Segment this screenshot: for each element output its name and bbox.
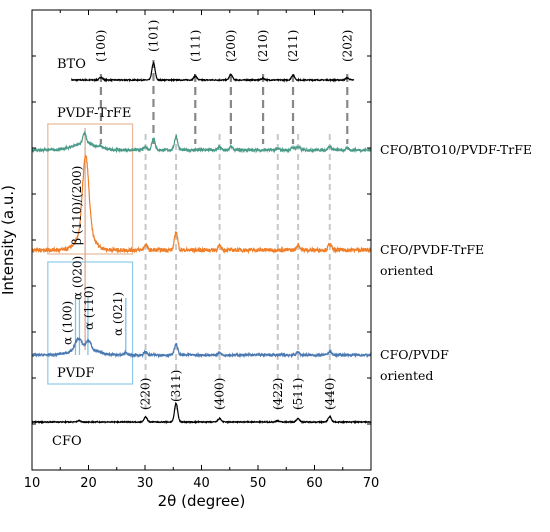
series-line-cfo_bto_pvdf bbox=[31, 130, 372, 154]
series-layer: CFO/BTO10/PVDF-TrFE CFO/PVDF-TrFE oriented… bbox=[31, 60, 532, 425]
series-label-line2: oriented bbox=[380, 263, 433, 278]
bto-reflection-label: (200) bbox=[224, 30, 238, 62]
pvdf-box-label: PVDF bbox=[57, 366, 95, 381]
alpha-reflection-label: α (100) bbox=[61, 301, 75, 345]
bto-reflection-label: (202) bbox=[340, 30, 354, 62]
series-label: CFO/PVDF-TrFE bbox=[380, 242, 484, 257]
alpha-reflection-label: α (020) bbox=[70, 256, 84, 300]
series-line-cfo_pvdf_trfe bbox=[31, 154, 372, 255]
cfo-reflection-label: (400) bbox=[213, 378, 227, 410]
x-tick-label: 20 bbox=[80, 476, 97, 491]
series-label: CFO/PVDF bbox=[380, 347, 449, 362]
cfo-reflection-label: (440) bbox=[323, 378, 337, 410]
series-line-bto bbox=[70, 60, 355, 83]
series-label-cfo: CFO bbox=[52, 434, 82, 449]
series-label-bto: BTO bbox=[57, 57, 86, 72]
y-axis-label: Intensity (a.u.) bbox=[0, 185, 17, 295]
cfo-reflection-label: (511) bbox=[291, 378, 305, 410]
series-line-cfo bbox=[31, 401, 372, 425]
x-tick-label: 70 bbox=[363, 476, 380, 491]
cfo-reflection-label: (422) bbox=[271, 378, 285, 410]
bto-reflection-label: (101) bbox=[146, 20, 160, 52]
x-tick-label: 30 bbox=[137, 476, 154, 491]
bto-reflection-label: (211) bbox=[286, 30, 300, 62]
x-axis-label: 2θ (degree) bbox=[158, 492, 246, 510]
x-tick-label: 50 bbox=[250, 476, 267, 491]
alpha-reflection-label: α (021) bbox=[111, 292, 125, 336]
beta-annotation-label: β (110)/(200) bbox=[70, 166, 84, 245]
cfo-reflection-label: (220) bbox=[139, 378, 153, 410]
bto-reflection-label: (100) bbox=[94, 30, 108, 62]
series-label: CFO/BTO10/PVDF-TrFE bbox=[380, 142, 532, 157]
x-tick-label: 40 bbox=[193, 476, 210, 491]
alpha-reflection-label: α (110) bbox=[82, 286, 96, 330]
background-layer bbox=[47, 60, 349, 410]
bto-reflection-label: (210) bbox=[256, 30, 270, 62]
cfo-reflection-label: (311) bbox=[169, 370, 183, 402]
series-line-cfo_pvdf bbox=[31, 336, 372, 359]
pvdf-trfe-box-label: PVDF-TrFE bbox=[57, 106, 131, 121]
bto-reflection-label: (111) bbox=[188, 30, 202, 62]
series-label-line2: oriented bbox=[380, 368, 433, 383]
axes-layer: 2θ (degree) Intensity (a.u.) 10 20 30 40 50 6… bbox=[0, 9, 380, 510]
x-tick-label: 10 bbox=[24, 476, 41, 491]
pvdf-box bbox=[47, 261, 134, 385]
annotation-layer: BTO CFO PVDF-TrFE PVDF (100) (101) (111) (200) (… bbox=[52, 20, 354, 449]
pvdf-trfe-box bbox=[47, 123, 134, 255]
x-tick-label: 60 bbox=[306, 476, 323, 491]
